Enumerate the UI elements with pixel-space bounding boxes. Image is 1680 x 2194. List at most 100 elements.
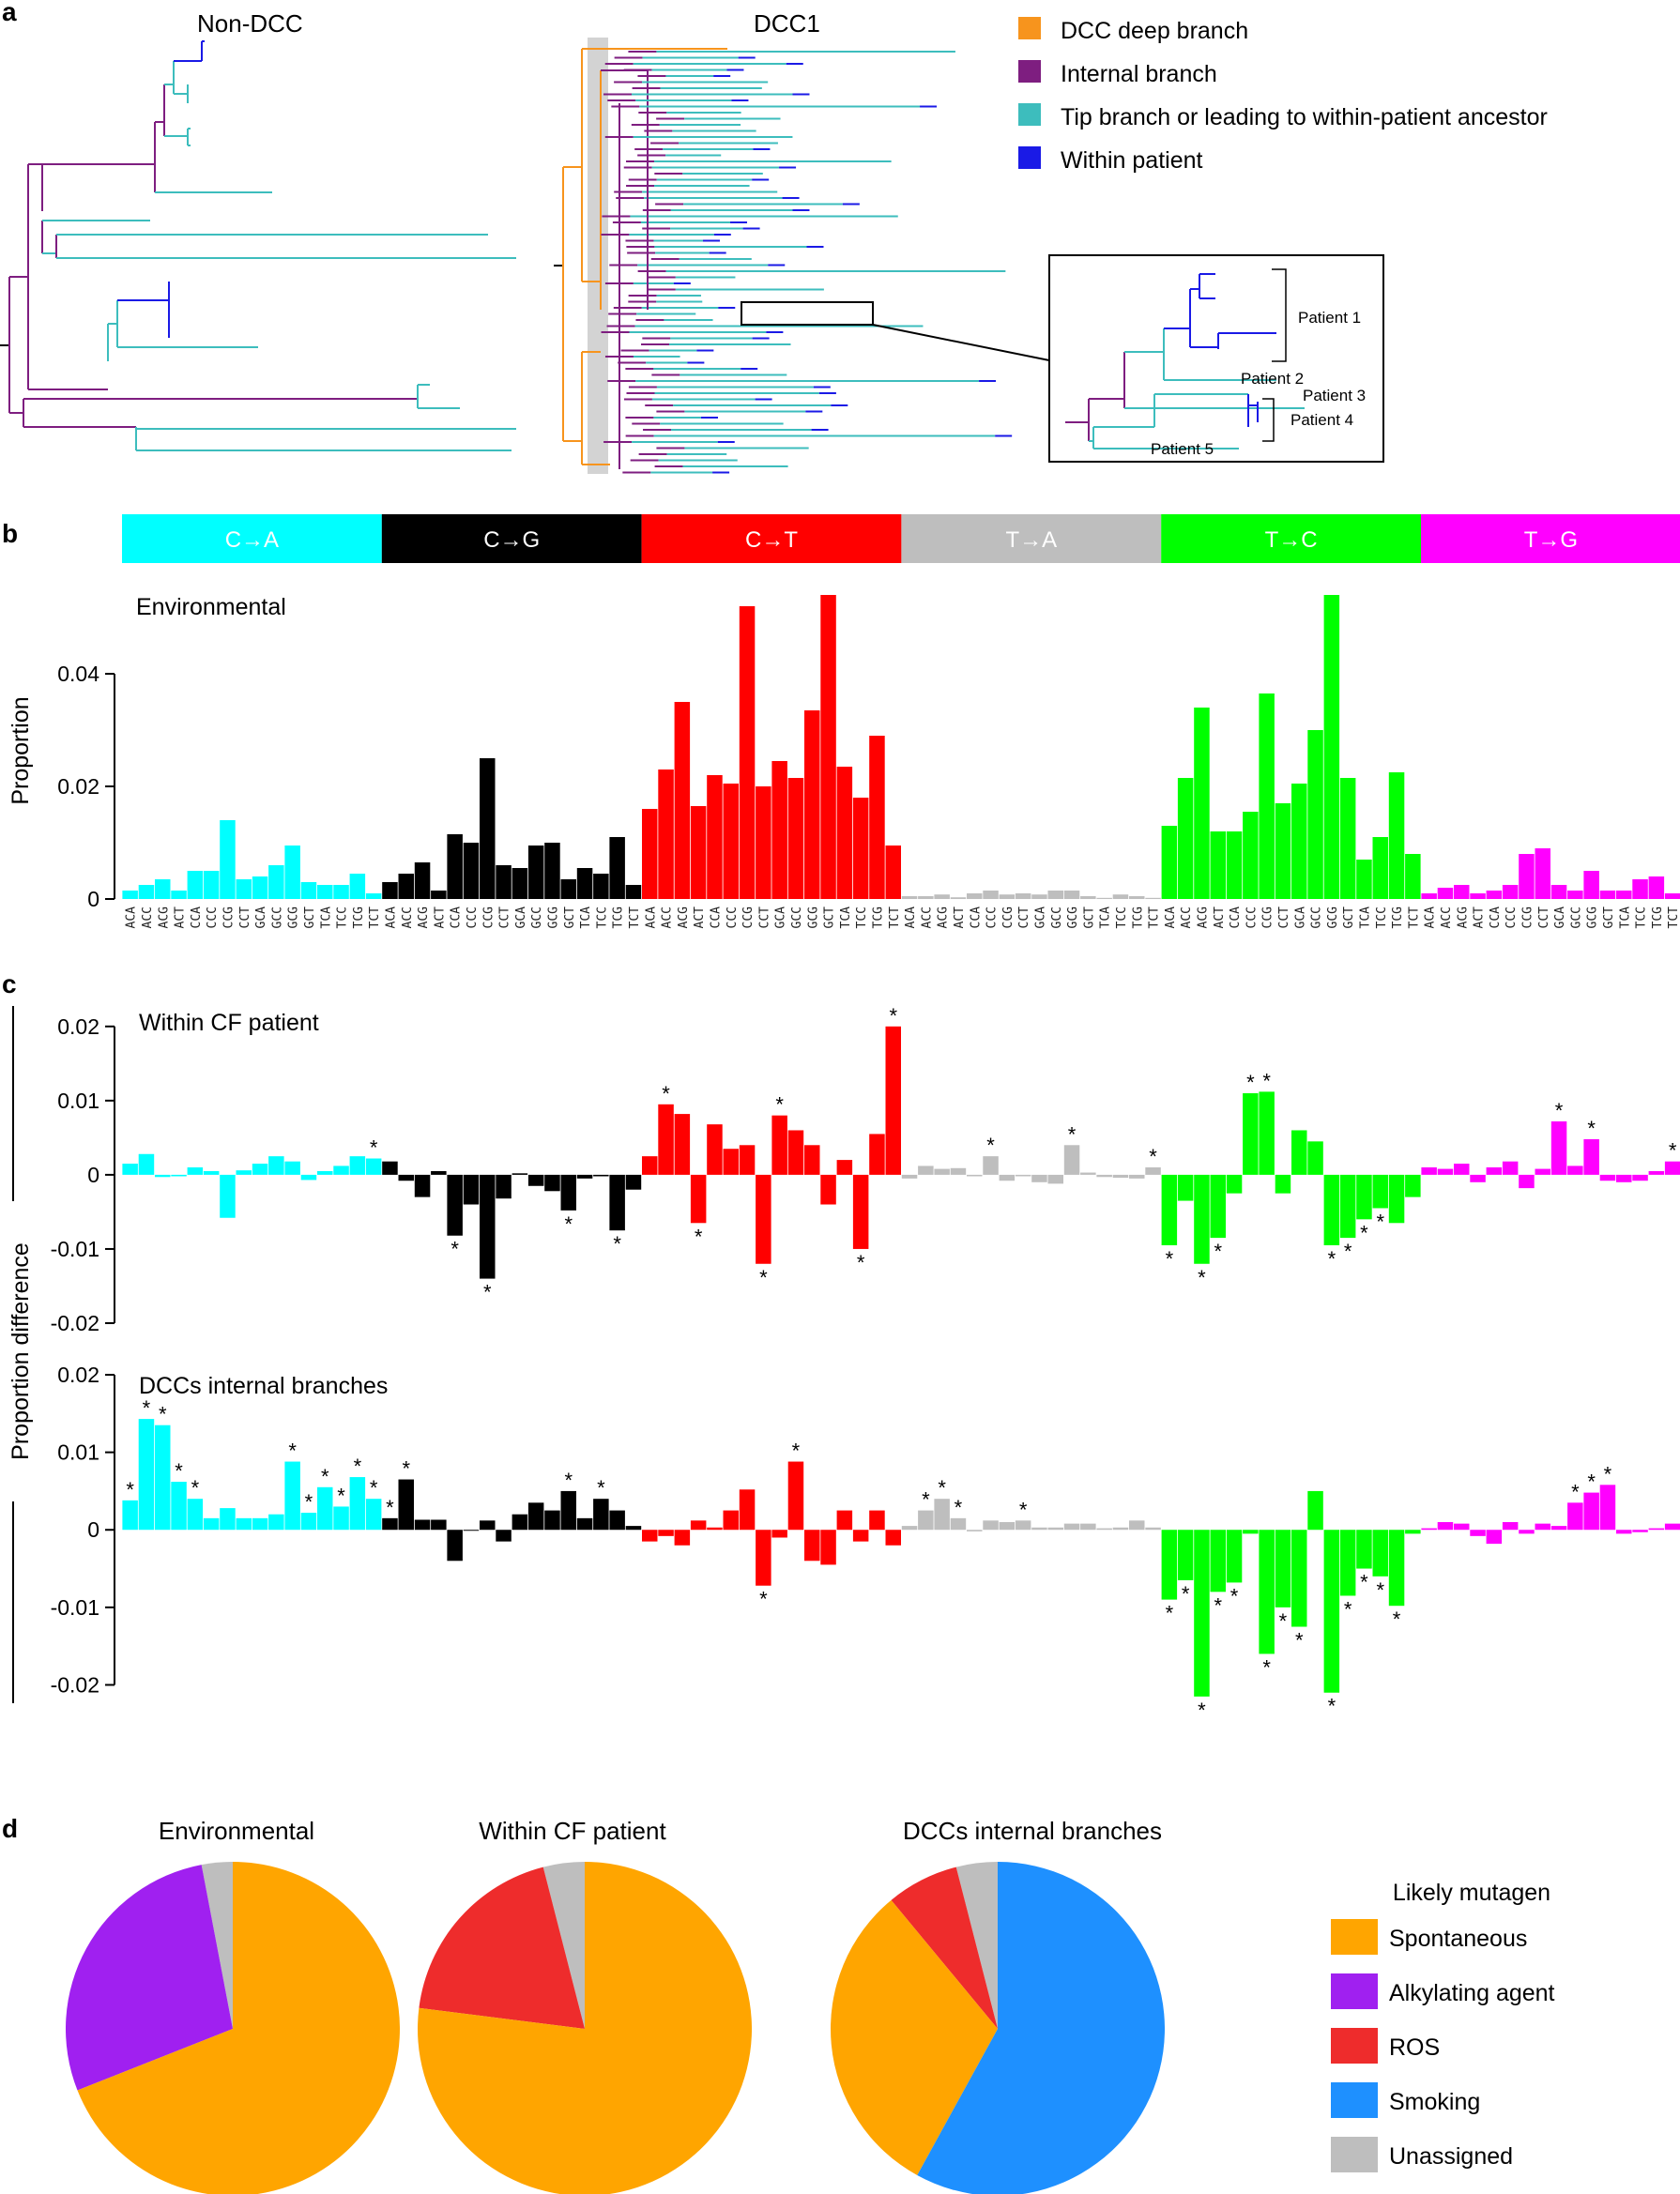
bar-chart-0: 0 0.02 0.04 Environmental [57, 594, 1680, 911]
bar [576, 868, 593, 899]
bar [1664, 893, 1680, 899]
bar [658, 1530, 674, 1536]
significance-star: * [1393, 1607, 1401, 1631]
bar [1502, 1161, 1519, 1175]
bar [852, 798, 869, 899]
bar [756, 786, 771, 899]
significance-star: * [1344, 1240, 1352, 1263]
context-label: TCA [1358, 907, 1372, 929]
significance-star: * [889, 1004, 897, 1028]
context-label: TCT [1148, 907, 1162, 929]
bar [1599, 891, 1616, 899]
mutagen-legend-swatch [1331, 1973, 1378, 2009]
bar [398, 1174, 414, 1181]
y-tick-label: 0.02 [57, 774, 99, 799]
context-label: TCC [855, 907, 869, 928]
bar [236, 879, 252, 899]
bar [1470, 1530, 1486, 1536]
bar [1519, 854, 1535, 899]
context-label: TCT [888, 907, 902, 929]
y-tick-label: 0 [87, 1517, 99, 1542]
significance-star: * [662, 1082, 670, 1105]
context-label: GCG [1066, 907, 1080, 929]
context-label: GCC [530, 907, 544, 928]
bar [625, 1526, 642, 1531]
bar [1031, 1527, 1047, 1531]
y-axis-label-proportion-difference: Proportion difference [8, 1242, 34, 1460]
bar [544, 843, 560, 899]
context-label: GCT [1602, 907, 1616, 929]
bar [349, 1156, 366, 1175]
bar [1145, 1527, 1161, 1531]
tree-inset: Patient 1 Patient 2 Patient 3 Patient 4 … [741, 254, 1384, 463]
bar [284, 1461, 300, 1531]
bar [382, 1161, 398, 1175]
mutagen-legend-title: Likely mutagen [1393, 1880, 1550, 1906]
context-label: CCT [238, 907, 252, 929]
bar [463, 843, 480, 899]
class-header-box [1421, 514, 1680, 563]
significance-star: * [1279, 1609, 1288, 1633]
bar [349, 1477, 366, 1531]
bar [1112, 1174, 1129, 1179]
context-label: ACT [433, 907, 447, 929]
bar [512, 1514, 528, 1531]
significance-star: * [402, 1457, 410, 1481]
bar [1291, 784, 1307, 899]
significance-star: * [1571, 1480, 1580, 1503]
context-label: ACT [174, 907, 188, 929]
bar [934, 1168, 950, 1175]
bar [674, 702, 691, 899]
bar [1599, 1485, 1616, 1531]
bar [1502, 1521, 1519, 1531]
pie-slice [77, 1862, 400, 2194]
context-label: ACT [1473, 907, 1487, 929]
y-tick-label: -0.01 [51, 1237, 99, 1261]
bar [480, 1520, 496, 1531]
bar [252, 876, 268, 899]
class-header-label: C→A [225, 527, 279, 553]
bar [1372, 1174, 1388, 1209]
bar [983, 1520, 999, 1531]
mutagen-legend: Likely mutagen Spontaneous Alkylating agen… [1331, 1880, 1555, 2172]
bar [512, 1173, 528, 1175]
bar [593, 874, 609, 899]
bar [560, 1174, 576, 1211]
significance-star: * [1149, 1145, 1157, 1168]
significance-star: * [1587, 1470, 1596, 1494]
bar [365, 1158, 382, 1175]
bar [560, 879, 576, 899]
bar [934, 894, 950, 899]
class-header-label: T→G [1524, 527, 1578, 553]
pie-2: DCCs internal branches [830, 1817, 1165, 2194]
bar [1031, 894, 1047, 899]
bar [1226, 1530, 1243, 1583]
significance-star: * [159, 1403, 167, 1426]
significance-star: * [792, 1440, 801, 1463]
bar [1567, 891, 1583, 899]
bar [447, 1530, 463, 1562]
significance-star: * [1019, 1498, 1028, 1521]
bar [820, 595, 836, 899]
context-label: CCA [709, 907, 723, 929]
significance-star: * [354, 1455, 362, 1478]
bar [317, 885, 333, 899]
significance-star: * [1376, 1210, 1384, 1233]
bar [1275, 1174, 1291, 1194]
class-header-label: C→T [745, 527, 798, 553]
bar [1616, 1174, 1632, 1182]
bar [983, 891, 999, 899]
bar [1519, 1174, 1535, 1189]
bar [463, 1530, 480, 1531]
pie-slice [419, 1866, 585, 2029]
non-dcc-tree [0, 40, 516, 451]
context-label: ACT [953, 907, 967, 929]
bar [852, 1530, 869, 1542]
context-label: CCT [498, 907, 512, 929]
bar [496, 1530, 512, 1542]
bar [122, 891, 138, 899]
bar [236, 1517, 252, 1531]
bar [1161, 1530, 1178, 1600]
bar [804, 1530, 820, 1562]
significance-star: * [1587, 1117, 1596, 1140]
